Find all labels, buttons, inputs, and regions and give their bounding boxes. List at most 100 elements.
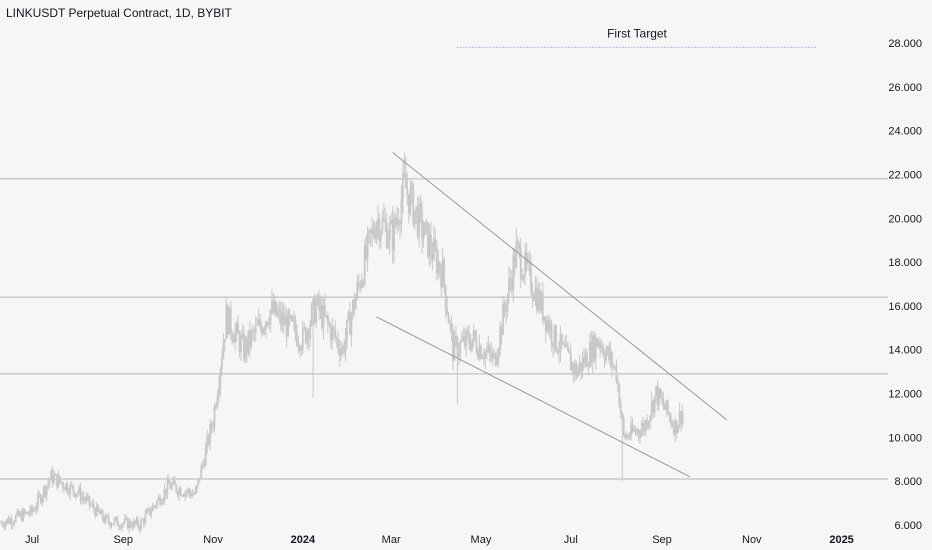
candle — [664, 402, 666, 410]
candle — [163, 483, 166, 505]
candle — [225, 297, 228, 340]
candle — [418, 197, 421, 248]
candle — [296, 324, 298, 348]
candle — [288, 308, 291, 327]
candle — [268, 317, 270, 330]
candle — [603, 349, 606, 368]
candle — [231, 330, 234, 345]
candle — [512, 247, 515, 303]
candle — [248, 321, 251, 358]
candle — [98, 509, 101, 515]
candle — [406, 173, 409, 206]
candle — [271, 289, 273, 315]
candle — [151, 502, 154, 512]
candle — [190, 489, 192, 500]
candle — [402, 159, 404, 214]
candle — [34, 505, 36, 511]
candle — [262, 327, 264, 336]
candle — [487, 335, 490, 354]
candle — [449, 319, 451, 333]
candle — [633, 425, 635, 432]
candle — [304, 326, 307, 345]
candle — [89, 501, 92, 508]
candle — [540, 290, 543, 314]
candle — [157, 494, 160, 501]
x-tick-label: Nov — [203, 534, 223, 546]
candle — [446, 295, 448, 316]
chart-title: LINKUSDT Perpetual Contract, 1D, BYBIT — [6, 6, 232, 20]
candle — [14, 514, 17, 523]
y-tick-label: 14.000 — [888, 345, 922, 357]
candle — [298, 343, 301, 358]
candle — [630, 416, 632, 441]
candle — [223, 338, 226, 352]
candle — [550, 319, 553, 352]
candle — [116, 515, 119, 526]
candle — [422, 220, 425, 248]
candle — [543, 316, 546, 323]
y-tick-label: 8.000 — [894, 476, 922, 488]
candle — [534, 276, 537, 307]
candle — [110, 522, 113, 529]
candle — [119, 524, 122, 530]
candle — [194, 486, 197, 496]
candle — [64, 482, 67, 493]
candle — [631, 417, 634, 434]
trendline-lower[interactable] — [376, 316, 691, 478]
candle — [443, 256, 446, 294]
candle — [100, 507, 103, 515]
candle — [374, 221, 376, 243]
candle — [531, 282, 534, 309]
candle — [0, 520, 2, 524]
y-tick-label: 18.000 — [888, 257, 922, 269]
candle — [284, 305, 287, 326]
candle — [656, 380, 659, 411]
candle — [583, 347, 585, 369]
candle — [385, 213, 388, 250]
candle — [240, 330, 242, 361]
candle — [404, 155, 407, 189]
candle — [215, 402, 217, 411]
candle — [319, 295, 322, 320]
candle — [126, 516, 129, 530]
candle — [639, 429, 641, 445]
candle — [612, 362, 615, 371]
candle — [425, 218, 428, 234]
candle — [204, 441, 207, 467]
candle — [366, 226, 369, 272]
candle — [665, 400, 668, 417]
candle — [365, 235, 368, 262]
candle — [201, 460, 204, 470]
candle — [597, 336, 600, 350]
candle — [430, 221, 432, 265]
candle — [590, 331, 593, 367]
candle — [613, 365, 616, 370]
candle — [332, 325, 335, 340]
candle — [480, 343, 482, 360]
candle — [615, 359, 618, 385]
candle — [619, 398, 622, 420]
candle — [17, 509, 20, 517]
candle — [50, 468, 53, 481]
candle — [622, 414, 625, 438]
candle — [608, 342, 610, 364]
candle — [452, 324, 454, 371]
candle — [326, 311, 329, 334]
candle — [547, 314, 550, 336]
candle — [672, 420, 675, 437]
candle — [444, 284, 447, 319]
candle — [427, 221, 429, 260]
candle — [88, 495, 91, 511]
candle — [637, 428, 640, 442]
candle — [505, 301, 507, 324]
candle — [488, 343, 491, 363]
candle — [375, 221, 378, 245]
candle — [148, 507, 151, 517]
trendline-upper[interactable] — [392, 152, 728, 421]
candle — [357, 272, 360, 291]
candle — [303, 323, 306, 331]
candle — [353, 292, 356, 317]
candle — [324, 293, 326, 318]
candle — [9, 516, 11, 525]
